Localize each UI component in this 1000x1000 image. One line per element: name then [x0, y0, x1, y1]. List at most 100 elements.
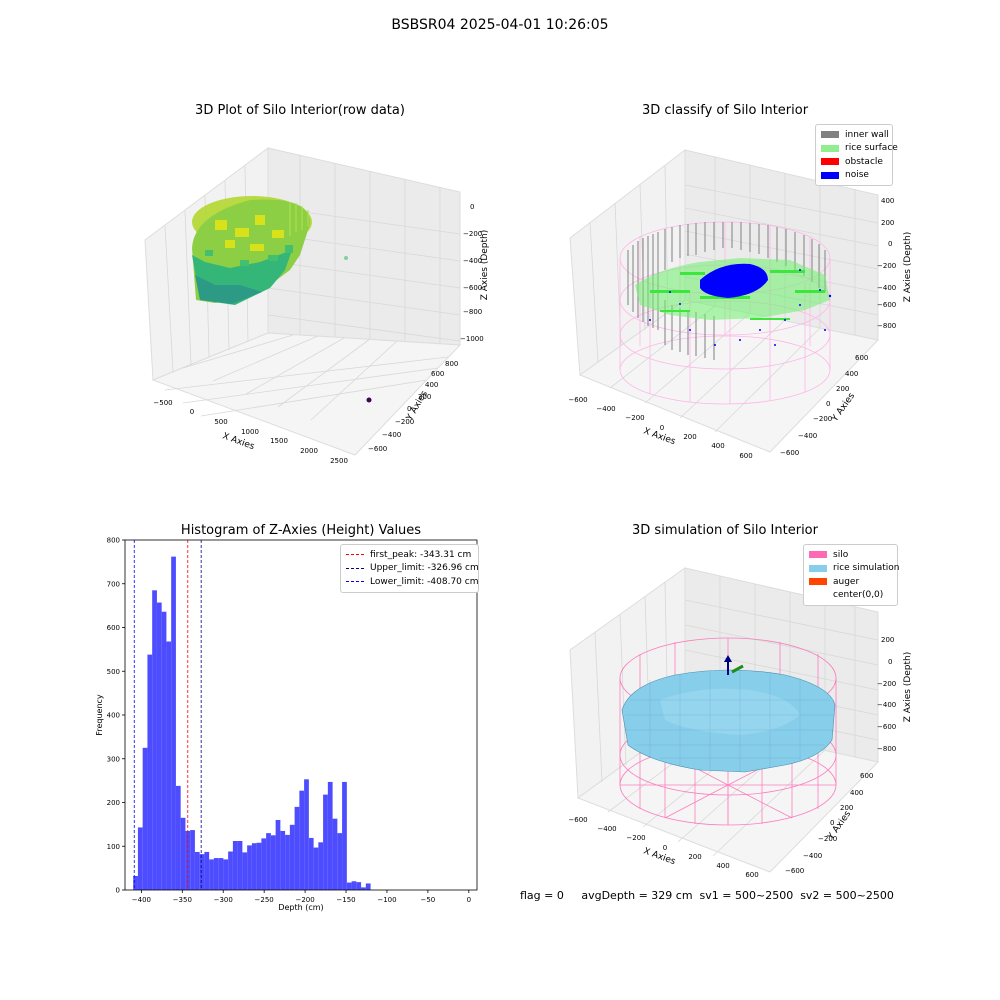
p2-ztick: −200: [877, 262, 896, 270]
legend-label: center(0,0): [833, 590, 884, 601]
histogram-bar: [308, 837, 314, 890]
p2-xtick: −200: [625, 414, 644, 422]
histogram-reference-lines: [133, 540, 202, 890]
p1-ytick: 400: [425, 381, 438, 389]
p4-ytick: −600: [785, 867, 804, 875]
legend-label: obstacle: [845, 156, 883, 167]
histogram-bar: [351, 881, 357, 890]
histogram-bar: [261, 838, 267, 890]
y-tick-label: 400: [107, 712, 120, 720]
p2-ztick: −400: [877, 284, 896, 292]
histogram-bar: [190, 830, 195, 890]
p4-ztick: −200: [877, 680, 896, 688]
p1-ytick: −600: [368, 445, 387, 453]
y-tick-label: 600: [107, 624, 120, 632]
noise-points: [649, 263, 832, 346]
histogram-bar: [232, 841, 238, 890]
y-tick-label: 700: [107, 580, 120, 588]
p1-ztick: −600: [463, 284, 482, 292]
panel3-title: Histogram of Z-Axies (Height) Values: [180, 523, 422, 538]
p4-zlabel: Z Axies (Depth): [903, 652, 913, 723]
panel1-title: 3D Plot of Silo Interior(row data): [195, 103, 405, 118]
p1-ztick: −1000: [460, 335, 484, 343]
p2-ztick: −800: [877, 322, 896, 330]
rice-surface-swatch: [821, 144, 839, 152]
p1-xtick: −500: [153, 399, 172, 407]
histogram-bar: [199, 854, 205, 890]
obstacle-swatch: [821, 158, 839, 166]
p2-ytick: −200: [813, 415, 832, 423]
y-tick-label: 100: [107, 843, 120, 851]
p4-ytick: 0: [830, 819, 834, 827]
p1-ztick: −400: [463, 257, 482, 265]
histogram-bar: [133, 876, 138, 890]
upper-limit-line-swatch: [346, 567, 364, 569]
p1-xtick: 500: [214, 418, 227, 426]
histogram-bar: [204, 851, 210, 890]
panel2-3d-plot: −600 −400 −200 0 200 400 600 −600 −400 −…: [568, 148, 913, 460]
legend-label: Upper_limit: -326.96 cm: [370, 563, 479, 574]
x-tick-label: −250: [255, 896, 274, 904]
x-tick-label: −200: [295, 896, 314, 904]
histogram-bar: [346, 882, 352, 890]
legend-item-rice-surface: rice surface: [821, 142, 898, 156]
histogram-bar: [294, 806, 300, 890]
p4-xtick: −600: [568, 816, 587, 824]
histogram-bar: [299, 790, 305, 890]
p4-ytick: 400: [850, 789, 863, 797]
histogram-bar: [285, 834, 290, 890]
p2-ztick: −600: [877, 301, 896, 309]
histogram-bar: [147, 654, 153, 890]
histogram-bar: [237, 841, 243, 890]
histogram-bar: [152, 590, 157, 890]
histogram-bar: [356, 882, 362, 890]
p4-ztick: −800: [877, 745, 896, 753]
histogram-bar: [194, 851, 200, 890]
panel1-3d-plot: −500 0 500 1000 1500 2000 2500 −600 −400…: [144, 147, 490, 465]
y-tick-label: 0: [116, 887, 120, 895]
p4-xtick: −200: [626, 834, 645, 842]
p2-xtick: 0: [660, 424, 664, 432]
p2-ytick: 400: [845, 370, 858, 378]
p1-ytick: 600: [431, 370, 444, 378]
panel2-title: 3D classify of Silo Interior: [641, 103, 809, 118]
p4-ytick: 600: [860, 772, 873, 780]
histogram-bar: [304, 779, 309, 890]
histogram-bar: [361, 887, 366, 890]
p2-ztick: 200: [881, 219, 894, 227]
histogram-bar: [323, 794, 328, 890]
p1-xtick: 0: [190, 408, 194, 416]
legend-item-lower-limit: Lower_limit: -408.70 cm: [346, 575, 478, 589]
p2-xtick: −400: [596, 405, 615, 413]
p1-xtick: 2500: [330, 457, 348, 465]
histogram-bar: [313, 847, 319, 890]
legend-label: auger: [833, 576, 860, 587]
x-tick-label: −100: [377, 896, 396, 904]
y-tick-label: 200: [107, 799, 120, 807]
x-tick-label: −50: [420, 896, 435, 904]
x-tick-label: −400: [132, 896, 151, 904]
p4-xtick: 200: [688, 853, 701, 861]
p4-ytick: 200: [840, 804, 853, 812]
legend-label: rice simulation: [833, 563, 900, 574]
y-tick-label: 800: [107, 537, 120, 545]
y-tick-label: 500: [107, 668, 120, 676]
x-tick-label: −350: [173, 896, 192, 904]
status-footer: flag = 0 avgDepth = 329 cm sv1 = 500~250…: [520, 889, 894, 902]
histogram-bar: [365, 883, 371, 890]
auger-swatch: [809, 578, 827, 586]
silo-swatch: [809, 551, 827, 559]
histogram-bar: [327, 781, 333, 890]
legend-label: rice surface: [845, 143, 898, 154]
histogram-bar: [251, 843, 257, 890]
histogram-bar: [137, 827, 143, 890]
noise-swatch: [821, 171, 839, 179]
histogram-bar: [242, 852, 248, 890]
x-tick-label: 0: [467, 896, 471, 904]
histogram-ylabel: Frequency: [95, 694, 104, 736]
legend-item-auger: auger: [809, 575, 892, 589]
p2-legend: inner wall rice surface obstacle noise: [815, 124, 898, 186]
auger-marker: [724, 655, 744, 675]
p4-xtick: −400: [597, 825, 616, 833]
x-tick-label: −300: [214, 896, 233, 904]
